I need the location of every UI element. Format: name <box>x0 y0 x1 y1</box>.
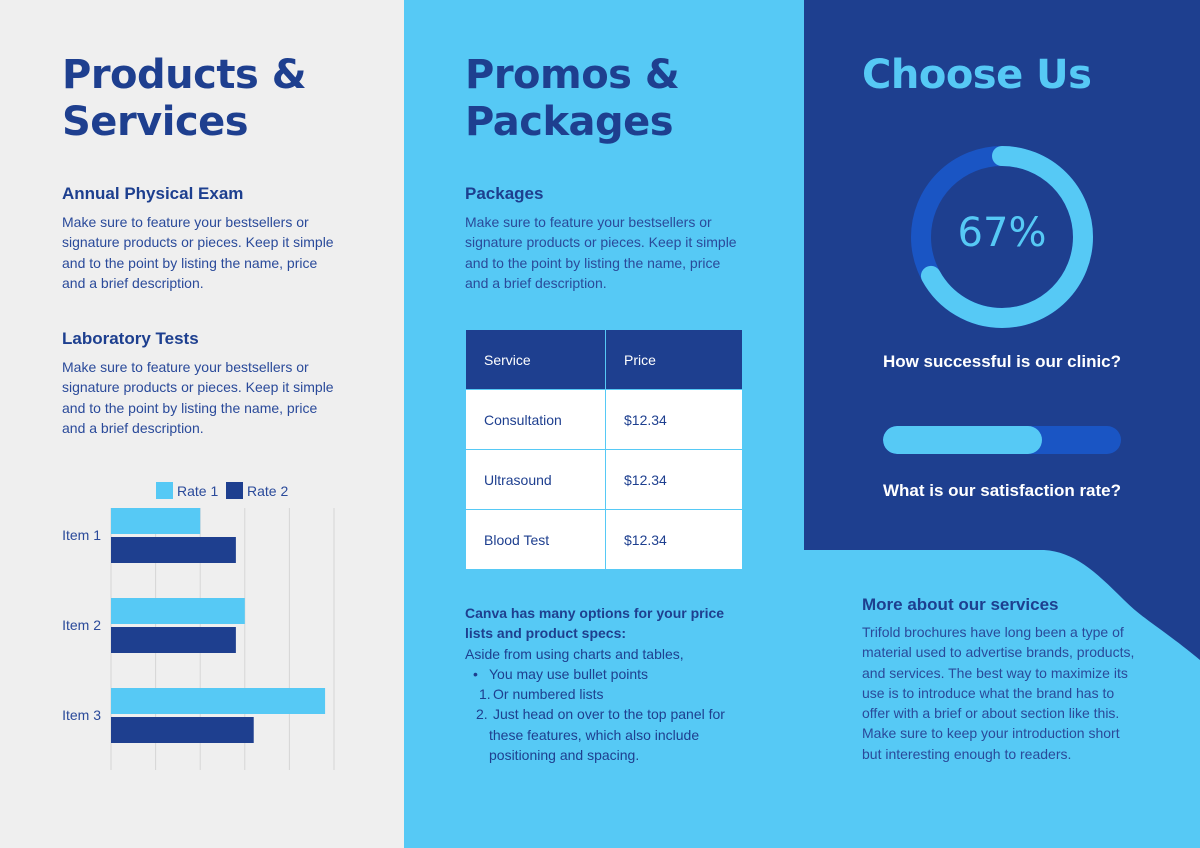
packages-text: Make sure to feature your bestsellers or… <box>465 212 737 293</box>
options-note: Canva has many options for your price li… <box>465 603 725 765</box>
question-success: How successful is our clinic? <box>882 352 1122 371</box>
number-marker: 2. <box>476 706 488 723</box>
table-row: Ultrasound $12.34 <box>465 449 743 510</box>
bar-rate-1 <box>111 598 245 624</box>
text-line: and a brief description. <box>62 274 204 291</box>
bullet-item: • You may use bullet points <box>465 664 725 684</box>
bar-rate-2 <box>111 537 236 563</box>
text-line: signature products or pieces. Keep it si… <box>62 379 334 396</box>
numbered-cont: positioning and spacing. <box>489 747 640 764</box>
promos-title-line1: Promos & <box>465 52 680 98</box>
products-title-line1: Products & <box>62 52 307 98</box>
y-tick-label: Item 3 <box>62 707 101 723</box>
legend-label: Rate 2 <box>247 483 288 499</box>
table-cell-service: Blood Test <box>465 509 606 570</box>
table-cell-price: $12.34 <box>605 509 743 570</box>
table-header-price: Price <box>605 329 743 390</box>
choose-us-title: Choose Us <box>862 52 1092 98</box>
more-services-heading: More about our services <box>862 595 1059 614</box>
table-cell-service: Ultrasound <box>465 449 606 510</box>
question-satisfaction: What is our satisfaction rate? <box>882 481 1122 500</box>
progress-fill <box>883 426 1043 454</box>
bar-rate-1 <box>111 688 326 714</box>
table-row: Blood Test $12.34 <box>465 509 743 570</box>
table-cell-price: $12.34 <box>605 449 743 510</box>
bar-rate-2 <box>111 717 254 743</box>
legend-swatch <box>226 482 243 499</box>
legend-swatch <box>156 482 173 499</box>
text-line: and to the point by listing the name, pr… <box>62 254 318 271</box>
note-bold-line: Canva has many options for your price <box>465 605 725 621</box>
text-line: signature products or pieces. Keep it si… <box>62 234 334 251</box>
table-row: Consultation $12.34 <box>465 389 743 450</box>
text-line: but interesting enough to readers. <box>862 745 1072 762</box>
text-line: material used to advertise brands, produ… <box>862 644 1135 661</box>
bar-rate-2 <box>111 627 236 653</box>
success-donut <box>911 146 1093 328</box>
right-panel <box>804 0 1200 848</box>
y-tick-label: Item 1 <box>62 527 101 543</box>
text-line: and services. The best way to maximize i… <box>862 664 1128 681</box>
right-panel-background <box>804 0 1200 660</box>
y-tick-label: Item 2 <box>62 617 101 633</box>
more-services-text: Trifold brochures have long been a type … <box>862 622 1134 764</box>
table-header-service: Service <box>465 329 606 390</box>
text-line: and a brief description. <box>465 274 607 291</box>
annual-exam-text: Make sure to feature your bestsellers or… <box>62 212 334 293</box>
text-line: Make sure to keep your introduction shor… <box>862 725 1120 742</box>
text-line: use is to introduce what the brand has t… <box>862 684 1115 701</box>
legend-label: Rate 1 <box>177 483 218 499</box>
note-bold-line: lists and product specs: <box>465 625 627 642</box>
products-title: Products & Services <box>62 52 307 146</box>
numbered-text: Or numbered lists <box>493 686 604 703</box>
text-line: Make sure to feature your bestsellers or <box>465 214 712 230</box>
annual-exam-heading: Annual Physical Exam <box>62 184 244 203</box>
numbered-item: 2. Just head on over to the top panel for <box>465 704 725 724</box>
text-line: Trifold brochures have long been a type … <box>862 624 1124 640</box>
donut-arc <box>911 146 1093 328</box>
table-cell-service: Consultation <box>465 389 606 450</box>
promos-title-line2: Packages <box>465 99 674 145</box>
text-line: Make sure to feature your bestsellers or <box>62 214 309 230</box>
text-line: Make sure to feature your bestsellers or <box>62 359 309 375</box>
text-line: and a brief description. <box>62 419 204 436</box>
bar-rate-1 <box>111 508 201 534</box>
text-line: and to the point by listing the name, pr… <box>465 254 721 271</box>
bullet-text: You may use bullet points <box>489 665 649 682</box>
numbered-cont: these features, which also include <box>489 726 700 743</box>
numbered-text: Just head on over to the top panel for <box>493 706 725 723</box>
donut-label: 67% <box>957 210 1047 256</box>
text-line: offer with a brief or about section like… <box>862 705 1120 722</box>
table-cell-price: $12.34 <box>605 389 743 450</box>
text-line: signature products or pieces. Keep it si… <box>465 234 737 251</box>
number-marker: 1. <box>479 686 491 703</box>
text-line: and to the point by listing the name, pr… <box>62 399 318 416</box>
numbered-item: 1. Or numbered lists <box>465 684 725 704</box>
table-header-row: Service Price <box>465 329 743 390</box>
dark-shape <box>804 0 1200 660</box>
left-panel: Products & Services Annual Physical Exam… <box>0 0 404 848</box>
price-table: Service Price Consultation $12.34 Ultras… <box>465 329 743 570</box>
note-intro: Aside from using charts and tables, <box>465 645 684 662</box>
bullet-dot: • <box>473 665 478 682</box>
satisfaction-progress-bar <box>883 426 1121 454</box>
products-title-line2: Services <box>62 99 249 145</box>
lab-tests-text: Make sure to feature your bestsellers or… <box>62 357 334 438</box>
packages-heading: Packages <box>465 184 544 203</box>
lab-tests-heading: Laboratory Tests <box>62 329 199 348</box>
promos-title: Promos & Packages <box>465 52 680 146</box>
